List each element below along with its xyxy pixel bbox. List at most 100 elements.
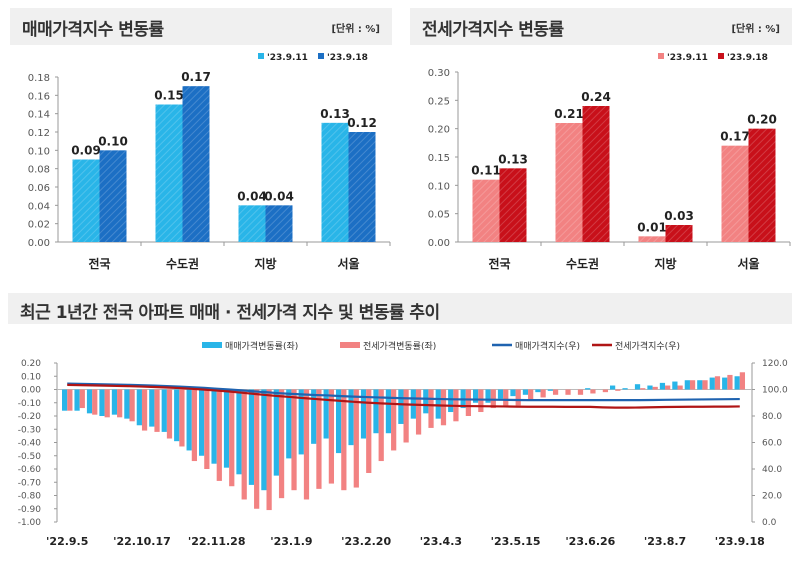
sale-change-bar — [161, 389, 167, 432]
sale-change-bar — [149, 389, 155, 427]
jeonse-change-bar — [254, 389, 260, 509]
jeonse-change-bar — [677, 385, 683, 390]
jeonse-change-bar — [204, 389, 210, 469]
legend-label: '23.9.18 — [327, 53, 368, 63]
sale-change-bar — [248, 389, 255, 485]
left-tick-label: -0.10 — [18, 399, 42, 409]
jeonse-change-bar — [92, 389, 98, 415]
jeonse-change-bar — [117, 389, 123, 418]
jeonse-change-bar — [179, 389, 185, 447]
data-label: 0.21 — [554, 107, 584, 121]
jeonse-change-bar — [278, 389, 285, 499]
jeonse-change-bar — [67, 389, 73, 411]
sale-change-bar — [622, 388, 628, 390]
y-tick-label: 0.30 — [428, 68, 450, 79]
data-label: 0.10 — [98, 134, 128, 148]
x-tick-label: '23.6.26 — [565, 535, 615, 548]
bar-week1 — [721, 145, 749, 242]
jeonse-change-bar — [739, 372, 746, 390]
left-tick-label: -0.30 — [18, 425, 42, 435]
right-tick-label: 20.0 — [762, 492, 782, 502]
sale-change-bar — [697, 380, 703, 390]
sale-change-bar — [610, 385, 616, 390]
sale-change-bar — [62, 389, 68, 411]
jeonse-change-bar-chart: 0.00 0.05 0.10 0.15 0.20 0.25 0.30 전국 0.110.13 수도… — [428, 53, 791, 271]
right-tick-label: 40.0 — [762, 465, 782, 475]
sale-change-bar — [373, 389, 379, 434]
bar-week2 — [499, 168, 527, 242]
sale-change-bar — [273, 389, 279, 476]
bar-week2 — [665, 225, 693, 242]
jeonse-index-line — [67, 383, 740, 409]
legend-swatch — [318, 53, 324, 59]
sale-change-bar — [298, 389, 304, 455]
jeonse-change-bar — [191, 389, 198, 462]
sale-change-bar — [336, 389, 342, 454]
bar-week2 — [182, 86, 210, 243]
x-tick-label: 지방 — [254, 256, 276, 271]
sale-change-bar — [423, 389, 429, 414]
sale-change-bar — [211, 389, 217, 464]
jeonse-change-bar — [341, 389, 347, 491]
left-tick-label: -0.90 — [18, 505, 42, 515]
bar-week1 — [155, 104, 183, 242]
bar-week2 — [348, 132, 376, 242]
jeonse-change-bar — [141, 389, 148, 431]
left-tick-label: 0.00 — [21, 386, 41, 396]
jeonse-change-bar — [303, 389, 310, 500]
data-label: 0.24 — [581, 90, 611, 104]
trend-chart-title: 최근 1년간 전국 아파트 매매 · 전세가격 지수 및 변동률 추이 — [20, 303, 440, 323]
data-label: 0.13 — [498, 152, 528, 166]
sale-change-bar — [398, 389, 404, 424]
legend-label: '23.9.18 — [727, 53, 768, 63]
data-label: 0.13 — [320, 107, 350, 121]
jeonse-change-bar — [366, 389, 372, 473]
jeonse-change-bar — [291, 389, 297, 491]
jeonse-change-bar — [403, 389, 409, 443]
legend-swatch — [258, 53, 264, 59]
x-tick-label: '23.1.9 — [270, 535, 312, 548]
bar-week2 — [99, 150, 127, 242]
y-tick-label: 0.20 — [428, 125, 450, 136]
sale-chart-unit: [단위 : %] — [331, 24, 380, 35]
sale-change-bar — [684, 380, 690, 390]
data-label: 0.09 — [71, 144, 101, 158]
legend-label: 매매가격지수(우) — [515, 340, 580, 352]
x-tick-label: '22.10.17 — [113, 535, 171, 548]
sale-change-bar — [99, 389, 105, 416]
jeonse-change-bar — [353, 389, 359, 488]
sale-change-bar — [709, 377, 715, 390]
sale-change-bar — [634, 384, 641, 390]
data-label: 0.12 — [347, 116, 377, 130]
bar-week1 — [555, 123, 583, 242]
jeonse-change-bar — [552, 389, 559, 395]
x-tick-label: '23.9.18 — [715, 535, 765, 548]
x-tick-label: '23.8.7 — [644, 535, 686, 548]
jeonse-change-bar — [154, 389, 160, 432]
bar-week1 — [72, 159, 100, 242]
sale-change-bar — [124, 389, 130, 419]
right-tick-label: 100.0 — [762, 386, 788, 396]
right-tick-label: 80.0 — [762, 412, 782, 422]
jeonse-change-bar — [714, 376, 721, 390]
sale-change-bar — [385, 389, 392, 434]
bar-week2 — [265, 205, 293, 242]
data-label: 0.11 — [471, 164, 501, 178]
y-tick-label: 0.10 — [428, 181, 450, 192]
legend-label: 매매가격변동률(좌) — [225, 340, 298, 352]
sale-change-bar — [286, 389, 292, 459]
bar-week1 — [238, 205, 266, 242]
sale-change-bar — [485, 389, 491, 403]
sale-change-bar — [348, 389, 354, 446]
bar-week2 — [582, 106, 610, 242]
trend-combo-chart: 0.20 0.10 0.00 -0.10 -0.20 -0.30 -0.40 -0.50 -0.… — [18, 340, 788, 548]
left-tick-label: 0.10 — [21, 372, 41, 382]
left-tick-label: -1.00 — [18, 518, 42, 528]
y-tick-label: 0.12 — [28, 128, 50, 139]
sale-index-line — [67, 382, 740, 402]
jeonse-change-bar — [515, 389, 521, 406]
legend-swatch — [202, 342, 222, 348]
sale-change-bar — [497, 389, 504, 399]
y-tick-label: 0.25 — [428, 96, 450, 107]
x-tick-label: '23.2.20 — [341, 535, 391, 548]
